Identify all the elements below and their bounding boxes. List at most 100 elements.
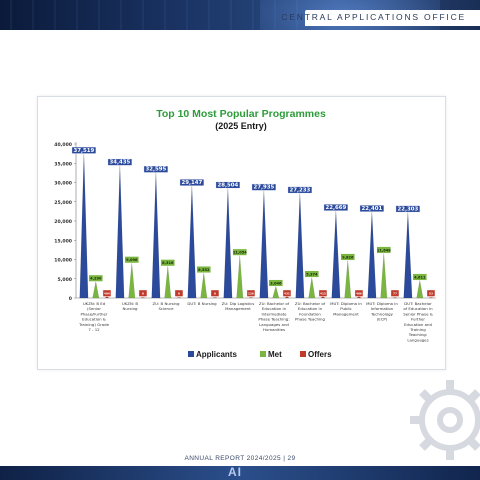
- category-label: Nursing: [122, 306, 138, 311]
- bar-applicants: [151, 172, 161, 299]
- chart: Top 10 Most Popular Programmes(2025 Entr…: [54, 108, 436, 359]
- label-offers-bg: [246, 289, 256, 297]
- category-label: Education &: [82, 317, 106, 322]
- category-label: Management: [225, 306, 251, 311]
- category-label: Languages: [407, 337, 428, 342]
- label-applicants: 28,504: [218, 182, 239, 188]
- label-applicants-bg: [359, 205, 385, 212]
- label-offers-bg: [282, 289, 292, 297]
- category-label: (Senior: [87, 306, 101, 311]
- category-label: Information: [371, 306, 394, 311]
- legend-label: Met: [268, 350, 282, 359]
- category-label: Science: [158, 306, 174, 311]
- bar-applicants: [187, 185, 197, 299]
- bar-met: [416, 280, 424, 299]
- legend-swatch: [188, 351, 194, 357]
- category-label: ZU: Bachelor of: [259, 301, 290, 306]
- bar-offers: [356, 296, 362, 299]
- label-applicants: 29,147: [182, 180, 203, 186]
- bar-met: [236, 255, 244, 299]
- category-label: UKZN: B: [122, 301, 139, 306]
- label-met-bg: [340, 253, 355, 261]
- bar-offers: [320, 296, 326, 299]
- label-offers-bg: [210, 289, 220, 297]
- category-label: Phase Teaching: [295, 317, 325, 322]
- bar-applicants: [79, 153, 89, 299]
- bar-offers: [176, 297, 182, 299]
- footer-banner: AI: [0, 465, 480, 480]
- label-met-bg: [232, 248, 248, 256]
- chart-title: Top 10 Most Popular Programmes: [156, 108, 326, 120]
- legend-swatch: [260, 351, 266, 357]
- y-tick-label: 0: [69, 296, 72, 302]
- label-offers-bg: [102, 289, 112, 297]
- legend-label: Applicants: [196, 350, 237, 359]
- label-applicants-bg: [395, 205, 421, 213]
- category-label: 7 - 12: [88, 327, 100, 332]
- bar-offers: [212, 297, 218, 299]
- label-met-bg: [412, 273, 427, 281]
- label-offers: 415: [320, 292, 326, 296]
- bar-offers: [104, 296, 110, 299]
- category-label: Technology: [370, 311, 393, 316]
- bar-offers: [248, 297, 254, 299]
- category-label: MUT: Diploma in: [366, 301, 398, 306]
- label-offers: 406: [356, 292, 362, 296]
- category-label: Education in: [262, 306, 287, 311]
- category-label: DUT: Bachelor: [404, 301, 432, 306]
- label-offers: 53: [429, 292, 433, 296]
- bar-offers: [284, 296, 290, 299]
- label-offers: 404: [104, 292, 110, 296]
- bar-met: [128, 262, 136, 299]
- label-met: 6,552: [198, 268, 210, 272]
- label-offers: 0: [214, 292, 216, 296]
- bar-applicants: [223, 188, 233, 299]
- label-offers: 0: [178, 292, 180, 296]
- label-applicants-bg: [107, 158, 133, 166]
- label-applicants-bg: [215, 181, 241, 189]
- category-label: Public: [340, 306, 352, 311]
- bar-met: [164, 265, 172, 299]
- label-applicants: 22,669: [326, 205, 347, 211]
- label-applicants-bg: [143, 165, 169, 173]
- label-met: 5,374: [306, 273, 318, 277]
- category-label: MUT: Diploma in: [330, 301, 362, 306]
- category-label: Senior Phase &: [403, 311, 433, 316]
- label-offers-bg: [354, 289, 364, 297]
- bar-met: [200, 272, 208, 299]
- category-label: ZU: Dip Logistics: [222, 301, 255, 306]
- label-met: 9,826: [342, 255, 354, 259]
- bar-met: [344, 260, 352, 299]
- y-tick-label: 40,000: [54, 142, 72, 148]
- label-met-bg: [88, 274, 103, 282]
- category-label: Training) Grade: [78, 322, 110, 327]
- footer-text: ANNUAL REPORT 2024/2025 | 29: [184, 455, 296, 462]
- label-applicants: 27,935: [254, 185, 275, 191]
- label-applicants-bg: [323, 204, 349, 211]
- category-label: Phase Teaching:: [258, 317, 289, 322]
- y-tick-label: 35,000: [54, 161, 72, 167]
- label-offers-bg: [426, 289, 436, 297]
- legend-swatch: [300, 351, 306, 357]
- label-offers: 126: [248, 292, 254, 296]
- category-label: Training: [409, 327, 426, 332]
- bar-applicants: [403, 212, 413, 299]
- bar-offers: [392, 297, 398, 299]
- y-tick-label: 15,000: [54, 238, 72, 244]
- category-label: UKZN: B Ed: [83, 301, 106, 306]
- y-tick-label: 30,000: [54, 181, 72, 187]
- label-applicants: 27,233: [290, 187, 311, 193]
- label-met: 8,316: [162, 261, 174, 265]
- label-met-bg: [304, 270, 319, 278]
- label-offers-bg: [318, 289, 328, 297]
- category-label: ZU: Bachelor of: [295, 301, 326, 306]
- label-met: 11,054: [233, 251, 247, 255]
- label-applicants-bg: [287, 186, 313, 194]
- label-offers: 77: [393, 292, 397, 296]
- category-label: (ECP): [377, 317, 388, 322]
- category-label: of Education in: [403, 306, 433, 311]
- bar-met: [380, 253, 388, 299]
- bar-applicants: [295, 193, 305, 299]
- category-label: Further: [411, 317, 425, 322]
- label-offers-bg: [138, 289, 148, 297]
